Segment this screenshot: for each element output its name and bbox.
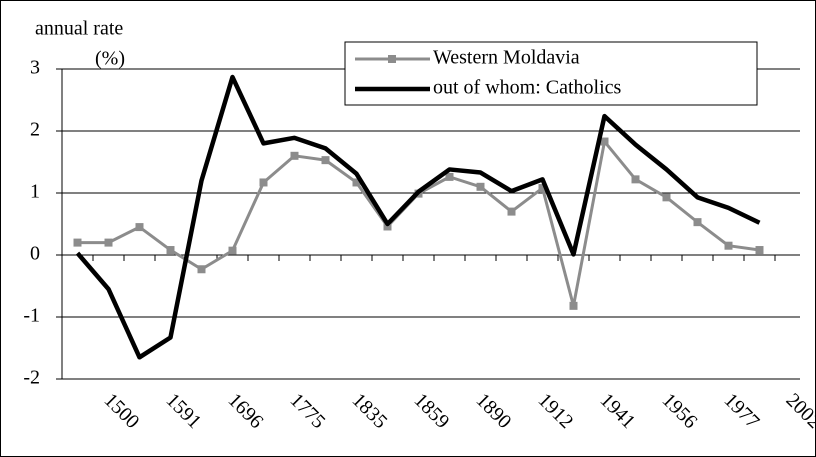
y-axis-label: (%)	[95, 48, 125, 70]
series-marker	[507, 207, 516, 216]
series-marker	[662, 193, 671, 202]
series-marker	[724, 241, 733, 250]
legend-label: Western Moldavia	[433, 47, 580, 69]
series-marker	[476, 182, 485, 191]
series-marker	[383, 222, 392, 231]
series-marker	[693, 218, 702, 227]
series-marker	[104, 238, 113, 247]
legend-box	[344, 41, 758, 106]
series-marker	[259, 178, 268, 187]
y-tick-label: 0	[30, 243, 40, 265]
series-marker	[445, 172, 454, 181]
series-marker	[228, 246, 237, 255]
series-line	[75, 74, 761, 360]
y-tick-label: -1	[23, 305, 40, 327]
series-marker	[135, 223, 144, 232]
series-marker	[166, 246, 175, 255]
legend-label: out of whom: Catholics	[433, 77, 622, 99]
series-marker	[600, 137, 609, 146]
series-marker	[73, 238, 82, 247]
y-tick-label: 2	[30, 119, 40, 141]
series-marker	[290, 151, 299, 160]
series-marker	[352, 178, 361, 187]
y-axis-label: annual rate	[35, 18, 123, 40]
y-tick-label: 3	[30, 57, 40, 79]
series-marker	[538, 184, 547, 193]
series-marker	[755, 246, 764, 255]
legend-marker	[388, 55, 396, 63]
series-marker	[569, 301, 578, 310]
y-tick-label: -2	[23, 367, 40, 389]
series-marker	[197, 265, 206, 274]
series-marker	[321, 156, 330, 165]
y-tick-label: 1	[30, 181, 40, 203]
series-marker	[631, 175, 640, 184]
